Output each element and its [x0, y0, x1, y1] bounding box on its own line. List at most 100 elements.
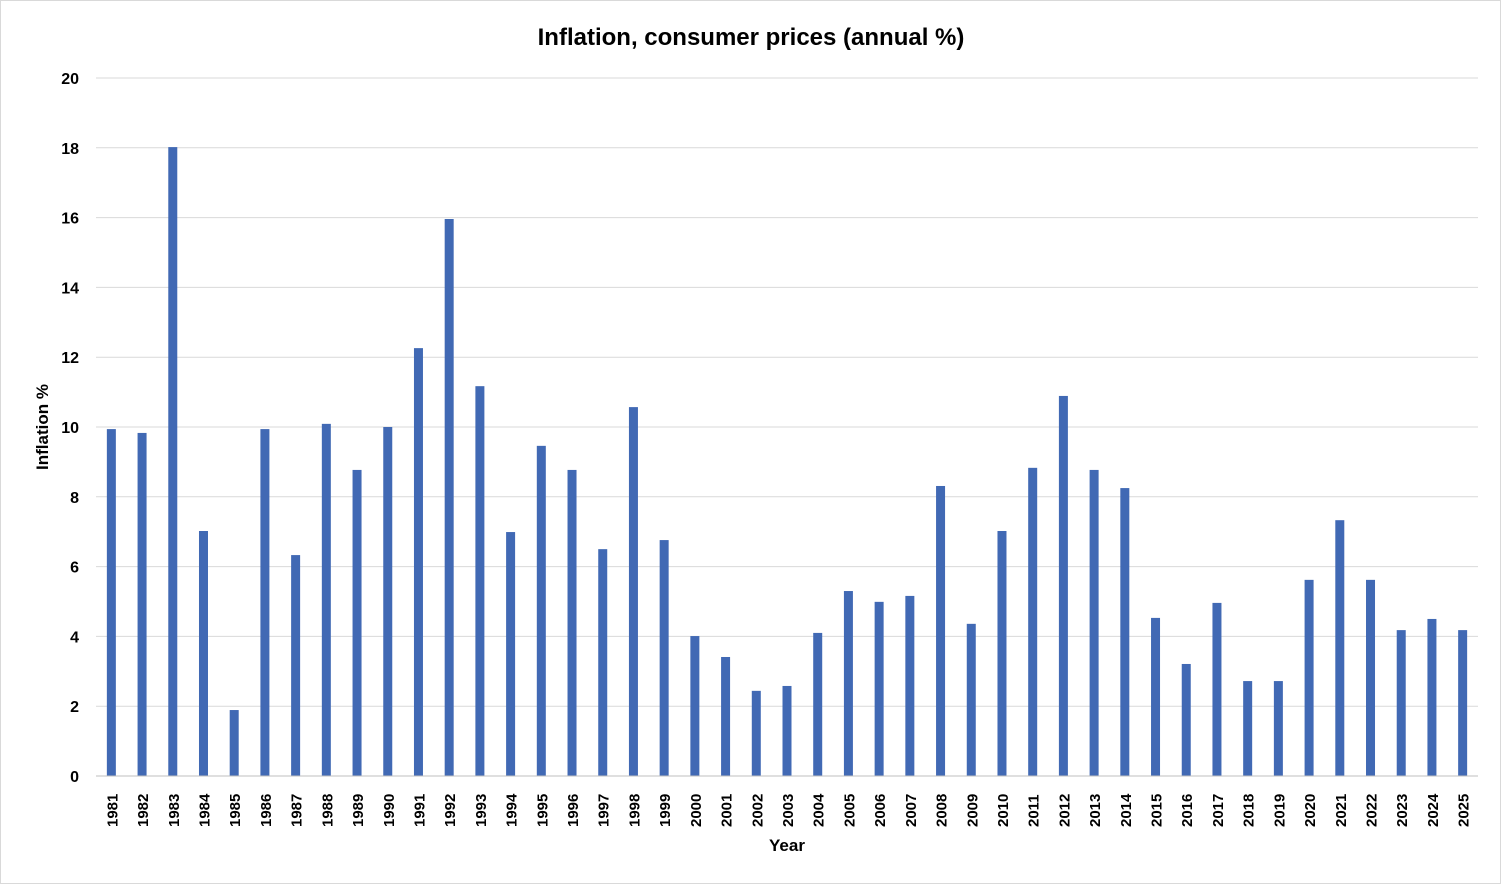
bar-2006 — [874, 601, 884, 776]
bar-1993 — [475, 386, 485, 776]
x-tick-label: 2010 — [995, 794, 1012, 827]
bar-2024 — [1427, 618, 1437, 776]
bar-1991 — [413, 348, 423, 776]
y-tick-label: 16 — [61, 211, 79, 228]
x-tick-label: 2016 — [1179, 794, 1196, 827]
bar-1998 — [628, 407, 638, 776]
x-tick-label: 2008 — [934, 794, 951, 827]
y-tick-label: 6 — [70, 560, 79, 577]
y-tick-label: 18 — [61, 141, 79, 158]
x-tick-label: 1994 — [504, 793, 521, 827]
y-tick-label: 14 — [61, 280, 79, 297]
gridlines — [96, 77, 1478, 707]
x-tick-label: 2021 — [1333, 794, 1350, 827]
bar-2011 — [1028, 467, 1038, 776]
x-tick-label: 2000 — [688, 794, 705, 827]
x-tick-label: 1995 — [534, 794, 551, 827]
x-tick-label: 1987 — [289, 794, 306, 827]
bar-2003 — [782, 685, 792, 776]
bar-1992 — [444, 218, 454, 777]
bar-1995 — [536, 445, 546, 776]
x-tick-label: 2009 — [964, 794, 981, 827]
bar-2013 — [1089, 469, 1099, 776]
bar-2000 — [690, 636, 700, 776]
bar-1999 — [659, 540, 669, 776]
bar-2019 — [1273, 681, 1283, 776]
x-tick-label: 2004 — [811, 793, 828, 827]
x-tick-label: 2003 — [780, 794, 797, 827]
x-tick-label: 1998 — [626, 794, 643, 827]
x-axis-label: Year — [769, 836, 805, 855]
bar-2016 — [1181, 663, 1191, 776]
x-tick-label: 1989 — [350, 794, 367, 827]
x-tick-label: 2025 — [1456, 794, 1473, 827]
x-tick-label: 1996 — [565, 794, 582, 827]
bar-2017 — [1212, 602, 1222, 776]
x-tick-label: 2019 — [1271, 794, 1288, 827]
y-tick-label: 0 — [70, 769, 79, 786]
x-tick-label: 2013 — [1087, 794, 1104, 827]
bar-2012 — [1058, 395, 1068, 776]
bar-1982 — [137, 432, 147, 776]
bar-2005 — [843, 591, 853, 776]
x-tick-label: 1986 — [258, 794, 275, 827]
y-tick-label: 20 — [61, 71, 79, 88]
x-tick-label: 1999 — [657, 794, 674, 827]
x-tick-label: 2005 — [841, 794, 858, 827]
bars — [106, 147, 1468, 777]
x-tick-label: 1988 — [319, 794, 336, 827]
bar-1983 — [168, 147, 178, 777]
y-tick-label: 10 — [61, 420, 79, 437]
x-tick-label: 1984 — [196, 793, 213, 827]
bar-2021 — [1335, 520, 1345, 776]
x-tick-label: 1982 — [135, 794, 152, 827]
x-tick-label: 2017 — [1210, 794, 1227, 827]
y-tick-label: 12 — [61, 350, 79, 367]
bar-1989 — [352, 469, 362, 776]
bar-2022 — [1366, 579, 1376, 776]
x-tick-label: 2022 — [1364, 794, 1381, 827]
bar-2020 — [1304, 579, 1314, 776]
x-tick-label: 2012 — [1056, 794, 1073, 827]
chart-title: Inflation, consumer prices (annual %) — [538, 24, 965, 51]
x-tick-label: 2011 — [1026, 794, 1043, 827]
x-tick-label: 1992 — [442, 794, 459, 827]
bar-1981 — [106, 429, 116, 776]
bar-2014 — [1120, 488, 1130, 776]
bar-1990 — [383, 427, 393, 776]
y-tick-label: 4 — [70, 629, 79, 646]
x-tick-label: 2006 — [872, 794, 889, 827]
y-axis-label: Inflation % — [33, 384, 52, 470]
x-tick-label: 1985 — [227, 794, 244, 827]
y-tick-label: 2 — [70, 699, 79, 716]
x-tick-label: 1981 — [104, 794, 121, 827]
bar-2018 — [1243, 681, 1253, 776]
bar-2009 — [966, 623, 976, 776]
x-tick-label: 1997 — [596, 794, 613, 827]
bar-2004 — [813, 632, 823, 776]
bar-1987 — [291, 555, 301, 776]
bar-2007 — [905, 595, 915, 776]
x-tick-label: 2007 — [903, 794, 920, 827]
x-tick-label: 2002 — [749, 794, 766, 827]
x-tick-label: 2014 — [1118, 793, 1135, 827]
bar-2002 — [751, 690, 761, 776]
bar-2015 — [1151, 617, 1161, 776]
bar-1985 — [229, 710, 239, 776]
x-tick-label: 2015 — [1149, 794, 1166, 827]
x-axis-ticks: 1981 1982 1983 1984 1985 1986 1987 1988 1989 1990… — [104, 793, 1472, 827]
bar-1984 — [198, 531, 208, 776]
bar-1988 — [321, 423, 331, 776]
bar-1986 — [260, 429, 270, 776]
x-tick-label: 1990 — [381, 794, 398, 827]
x-tick-label: 1983 — [166, 794, 183, 827]
x-tick-label: 1991 — [411, 794, 428, 827]
y-tick-label: 8 — [70, 490, 79, 507]
x-tick-label: 1993 — [473, 794, 490, 827]
x-tick-label: 2001 — [719, 794, 736, 827]
bar-2008 — [936, 485, 946, 776]
bar-1997 — [598, 549, 608, 776]
bar-2023 — [1396, 630, 1406, 776]
